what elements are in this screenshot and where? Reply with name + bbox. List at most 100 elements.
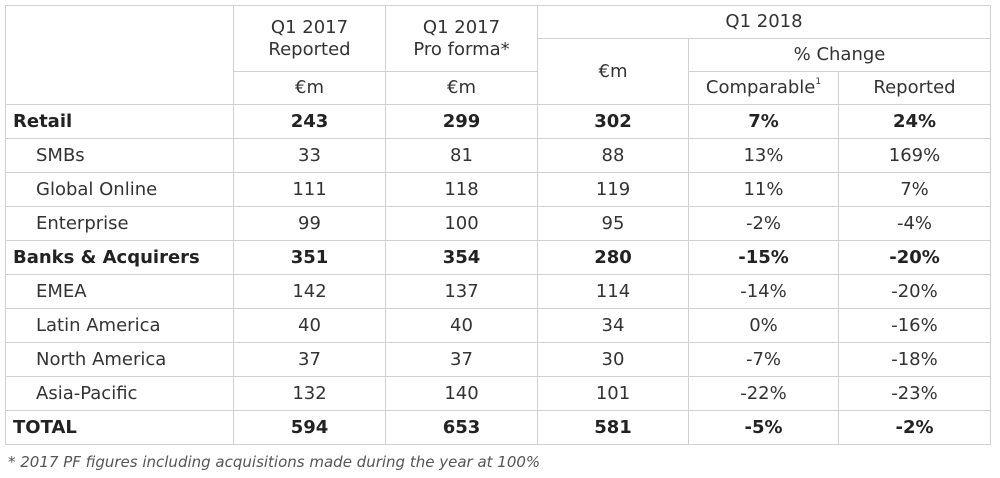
footnote: * 2017 PF figures including acquisitions…	[8, 453, 541, 471]
value-cell: 33	[233, 138, 386, 173]
value-cell: -14%	[688, 274, 839, 309]
row-label: Retail	[5, 104, 234, 139]
header-line: Pro forma*	[413, 38, 510, 60]
row-label: Latin America	[5, 308, 234, 343]
value: 0%	[749, 314, 778, 336]
value-cell: 302	[537, 104, 689, 139]
value-cell: 101	[537, 376, 689, 411]
value-cell: 111	[233, 172, 386, 207]
value: 30	[601, 348, 625, 370]
value-cell: -20%	[838, 274, 991, 309]
value: 114	[595, 280, 631, 302]
value-cell: 132	[233, 376, 386, 411]
row-label: Global Online	[5, 172, 234, 207]
label-text: Banks & Acquirers	[13, 246, 200, 268]
header-text: Comparable	[705, 77, 816, 98]
unit-header: €m	[385, 71, 538, 105]
value: 95	[601, 212, 625, 234]
value: -4%	[896, 212, 933, 234]
value-cell: 40	[233, 308, 386, 343]
value: 40	[450, 314, 473, 336]
unit: €m	[447, 77, 476, 98]
value-cell: -7%	[688, 342, 839, 377]
header-text: Q1 2018	[725, 11, 803, 32]
value: 280	[594, 246, 632, 268]
value: -14%	[740, 280, 787, 302]
value: 37	[450, 348, 473, 370]
unit: €m	[295, 77, 324, 98]
header-text: Reported	[873, 77, 956, 98]
value: 594	[290, 416, 329, 438]
value-cell: -15%	[688, 240, 839, 275]
value-cell: 7%	[688, 104, 839, 139]
value: 169%	[888, 144, 941, 166]
value: 40	[298, 314, 321, 336]
value: 142	[292, 280, 327, 302]
value-cell: -2%	[838, 410, 991, 445]
value: -2%	[745, 212, 782, 234]
value-cell: 140	[385, 376, 538, 411]
value-cell: 81	[385, 138, 538, 173]
value: 24%	[892, 110, 937, 132]
value: 111	[292, 178, 327, 200]
label-text: EMEA	[36, 280, 87, 302]
value: 99	[298, 212, 321, 234]
value: -18%	[891, 348, 938, 370]
value-cell: 24%	[838, 104, 991, 139]
value-cell: 351	[233, 240, 386, 275]
value: 37	[298, 348, 321, 370]
row-label: Enterprise	[5, 206, 234, 241]
header-line: Q1 2017	[270, 16, 349, 38]
column-header: Q1 2017 Pro forma*	[385, 5, 538, 72]
value: 243	[290, 110, 329, 132]
column-header: Q1 2017 Reported	[233, 5, 386, 72]
value: 81	[450, 144, 473, 166]
column-header: % Change	[688, 38, 991, 72]
value: 33	[298, 144, 321, 166]
value-cell: 354	[385, 240, 538, 275]
value-cell: -5%	[688, 410, 839, 445]
value-cell: 99	[233, 206, 386, 241]
value-cell: 0%	[688, 308, 839, 343]
value: 119	[595, 178, 631, 200]
value-cell: -20%	[838, 240, 991, 275]
value-cell: 280	[537, 240, 689, 275]
value-cell: 7%	[838, 172, 991, 207]
value: 101	[595, 382, 631, 404]
value-cell: 88	[537, 138, 689, 173]
label-text: Latin America	[36, 314, 161, 336]
value-cell: -23%	[838, 376, 991, 411]
row-label: Asia-Pacific	[5, 376, 234, 411]
label-text: Global Online	[36, 178, 158, 200]
value: 88	[601, 144, 625, 166]
value: 140	[444, 382, 479, 404]
value-cell: 100	[385, 206, 538, 241]
value-cell: 34	[537, 308, 689, 343]
value: 581	[594, 416, 632, 438]
value: 7%	[900, 178, 929, 200]
value: 34	[601, 314, 625, 336]
row-label: TOTAL	[5, 410, 234, 445]
value-cell: 37	[385, 342, 538, 377]
value-cell: 653	[385, 410, 538, 445]
value-cell: 299	[385, 104, 538, 139]
value-cell: 594	[233, 410, 386, 445]
value: 100	[444, 212, 479, 234]
row-label: EMEA	[5, 274, 234, 309]
label-text: TOTAL	[13, 416, 77, 438]
value: -20%	[891, 280, 938, 302]
value: 351	[290, 246, 329, 268]
value: -7%	[745, 348, 782, 370]
value: -16%	[891, 314, 938, 336]
value: 118	[444, 178, 479, 200]
value-cell: 243	[233, 104, 386, 139]
header-line: Q1 2017	[422, 16, 501, 38]
value: 137	[444, 280, 479, 302]
column-header: Q1 2018	[537, 5, 991, 39]
value-cell: 119	[537, 172, 689, 207]
value-cell: 114	[537, 274, 689, 309]
value-cell: -16%	[838, 308, 991, 343]
value: 11%	[743, 178, 784, 200]
value: 653	[442, 416, 481, 438]
